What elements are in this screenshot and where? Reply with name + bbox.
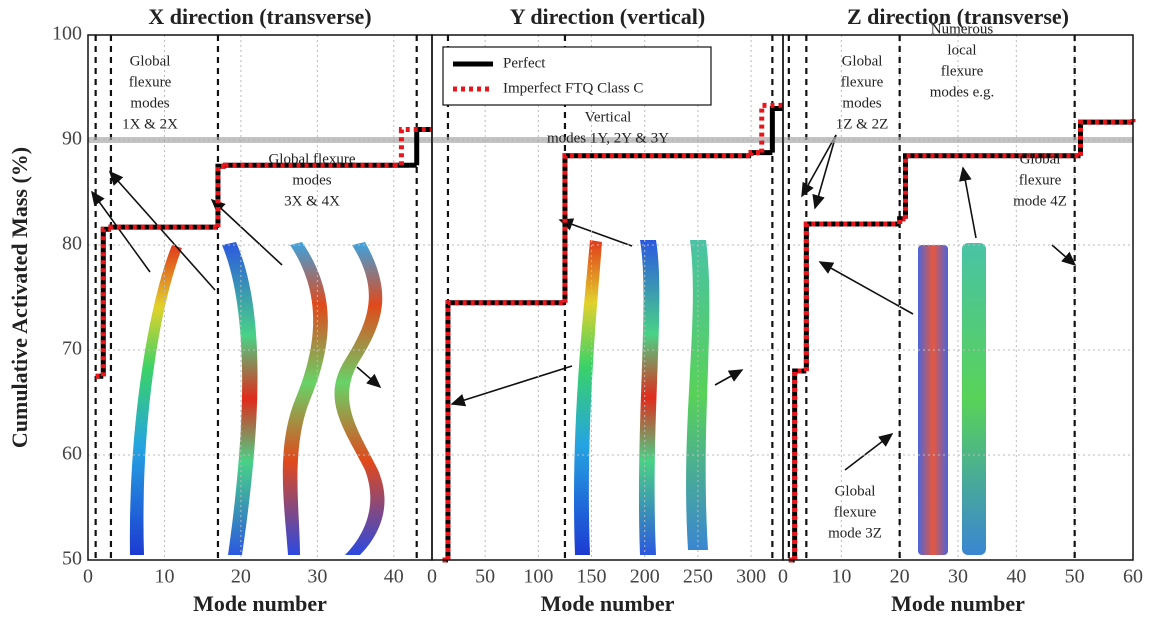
x-tick-label: 40 — [1006, 566, 1026, 588]
perfect-step — [903, 153, 1075, 219]
perfect-step — [445, 300, 565, 560]
y-tick-label: 100 — [52, 23, 82, 45]
annotation: flexure — [941, 63, 984, 79]
annotation: Global — [842, 53, 883, 69]
imperfect-step — [100, 226, 111, 377]
x-axis-label: Mode number — [193, 591, 327, 616]
perfect-step — [769, 106, 783, 153]
annotation: modes — [842, 95, 881, 111]
x-tick-label: 30 — [307, 566, 327, 588]
imperfect-step — [1078, 119, 1133, 156]
x-tick-label: 20 — [231, 566, 251, 588]
annotation: 1Z & 2Z — [836, 116, 889, 132]
annotation: Global — [835, 483, 876, 499]
imperfect-step — [562, 153, 752, 303]
panel-title: X direction (transverse) — [148, 4, 371, 29]
arrows — [91, 134, 1077, 471]
x-tick-label: 10 — [831, 566, 851, 588]
x-tick-label: 40 — [384, 566, 404, 588]
annotation: flexure — [129, 74, 172, 90]
imperfect-step — [215, 163, 226, 228]
annotation: Vertical — [585, 109, 632, 125]
annotation: flexure — [834, 504, 877, 520]
plot-frame — [782, 34, 1134, 561]
annotation: modes — [130, 95, 169, 111]
x-tick-label: 0 — [778, 566, 788, 588]
perfect-step — [414, 127, 432, 166]
annotation: 3X & 4X — [284, 193, 340, 209]
x-tick-label: 50 — [1065, 566, 1085, 588]
imperfect-step — [398, 127, 432, 166]
imperfect-step — [223, 162, 394, 168]
x-tick-label: 150 — [577, 566, 607, 588]
annotation: flexure — [1019, 172, 1062, 188]
annotation: Global — [130, 53, 171, 69]
perfect-step — [748, 150, 773, 156]
perfect-step — [803, 221, 900, 371]
annotation: modes — [292, 172, 331, 188]
x-tick-label: 0 — [427, 566, 437, 588]
imperfect-step — [803, 221, 900, 371]
y-tick-label: 90 — [62, 128, 82, 150]
y-tick-label: 70 — [62, 338, 82, 360]
annotation: modes e.g. — [930, 84, 995, 100]
annotation: local — [947, 42, 976, 58]
panel-title: Z direction (transverse) — [847, 4, 1069, 29]
x-tick-label: 60 — [1123, 566, 1143, 588]
x-axis-label: Mode number — [541, 591, 675, 616]
x-tick-label: 10 — [154, 566, 174, 588]
annotation: 1X & 2X — [122, 116, 178, 132]
y-axis-label: Cumulative Activated Mass (%) — [7, 147, 32, 448]
annotation: Numerous — [931, 21, 994, 37]
perfect-step — [792, 368, 807, 560]
imperfect-step — [108, 224, 218, 230]
y-tick-label: 50 — [62, 548, 82, 570]
y-tick-label: 80 — [62, 233, 82, 255]
x-tick-label: 200 — [630, 566, 660, 588]
panel-title: Y direction (vertical) — [510, 4, 706, 29]
annotation: Global — [1020, 151, 1061, 167]
x-axis-label: Mode number — [891, 591, 1025, 616]
annotation: mode 3Z — [828, 525, 882, 541]
x-tick-label: 100 — [523, 566, 553, 588]
legend-box — [442, 46, 712, 106]
annotation: modes 1Y, 2Y & 3Y — [547, 130, 669, 146]
legend-label: Imperfect FTQ Class C — [503, 80, 643, 96]
x-tick-label: 20 — [890, 566, 910, 588]
annotation: Global flexure — [268, 151, 355, 167]
imperfect-step — [748, 150, 762, 156]
imperfect-step — [445, 300, 565, 560]
x-tick-label: 50 — [475, 566, 495, 588]
x-tick-label: 250 — [683, 566, 713, 588]
annotation: flexure — [841, 74, 884, 90]
y-tick-label: 60 — [62, 443, 82, 465]
annotation: mode 4Z — [1013, 193, 1067, 209]
x-tick-label: 300 — [736, 566, 766, 588]
x-tick-label: 0 — [83, 566, 93, 588]
x-tick-label: 30 — [948, 566, 968, 588]
legend-label: Perfect — [503, 55, 546, 71]
